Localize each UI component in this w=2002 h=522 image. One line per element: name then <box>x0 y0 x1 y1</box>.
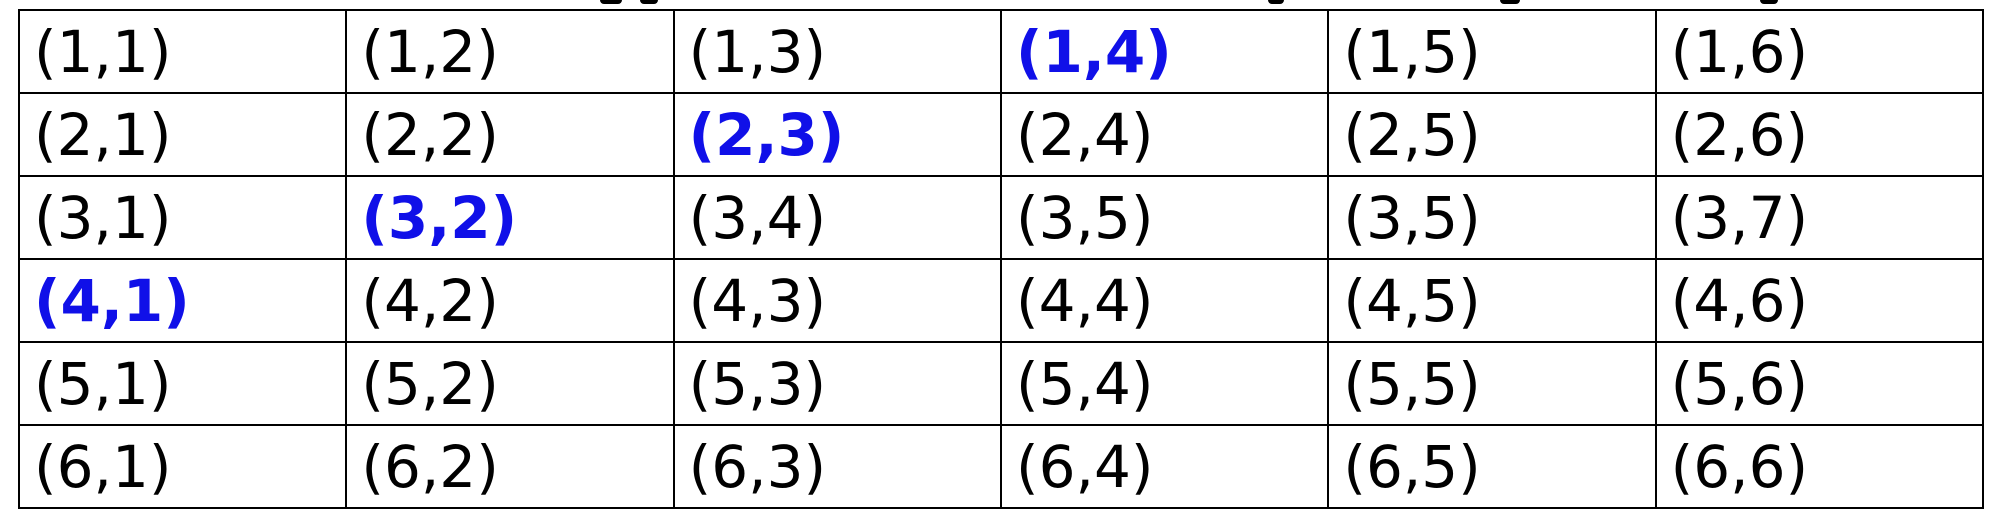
table-row: (5,1) (5,2) (5,3) (5,4) (5,5) (5,6) <box>17 341 1985 426</box>
table-cell: (1,3) <box>672 9 1002 94</box>
table-cell: (4,3) <box>672 258 1002 343</box>
table-cell: (3,7) <box>1654 175 1985 260</box>
table-cell: (5,1) <box>17 341 348 426</box>
table-cell: (4,6) <box>1654 258 1985 343</box>
table-row: (6,1) (6,2) (6,3) (6,4) (6,5) (6,6) <box>17 424 1985 509</box>
table-cell: (1,5) <box>1327 9 1657 94</box>
table-cell: (4,4) <box>999 258 1330 343</box>
table-cell: (2,6) <box>1654 92 1985 177</box>
table-row: (2,1) (2,2) (2,3) (2,4) (2,5) (2,6) <box>17 92 1985 177</box>
table-cell: (1,1) <box>17 9 348 94</box>
table-cell: (2,2) <box>345 92 675 177</box>
table-cell: (6,3) <box>672 424 1002 509</box>
table-cell: (6,4) <box>999 424 1330 509</box>
table-cell: (5,3) <box>672 341 1002 426</box>
table-row: (1,1) (1,2) (1,3) (1,4) (1,5) (1,6) <box>17 9 1985 94</box>
table-cell: (2,1) <box>17 92 348 177</box>
table-cell: (5,5) <box>1327 341 1657 426</box>
table-cell: (5,2) <box>345 341 675 426</box>
table-cell: (3,4) <box>672 175 1002 260</box>
table-cell: (3,5) <box>999 175 1330 260</box>
highlighted-table-cell: (1,4) <box>999 9 1330 94</box>
table-cell: (2,5) <box>1327 92 1657 177</box>
table-cell: (1,6) <box>1654 9 1985 94</box>
highlighted-table-cell: (2,3) <box>672 92 1002 177</box>
table-row: (4,1) (4,2) (4,3) (4,4) (4,5) (4,6) <box>17 258 1985 343</box>
table-cell: (3,1) <box>17 175 348 260</box>
highlighted-table-cell: (3,2) <box>345 175 675 260</box>
table-cell: (4,2) <box>345 258 675 343</box>
coordinate-grid-table: (1,1) (1,2) (1,3) (1,4) (1,5) (1,6) (2,1… <box>17 9 1985 509</box>
table-cell: (6,5) <box>1327 424 1657 509</box>
table-cell: (6,1) <box>17 424 348 509</box>
table-cell: (1,2) <box>345 9 675 94</box>
table-cell: (5,6) <box>1654 341 1985 426</box>
cropped-text-above <box>0 0 2002 5</box>
table-cell: (4,5) <box>1327 258 1657 343</box>
table-cell: (2,4) <box>999 92 1330 177</box>
table-cell: (3,5) <box>1327 175 1657 260</box>
highlighted-table-cell: (4,1) <box>17 258 348 343</box>
table-cell: (5,4) <box>999 341 1330 426</box>
table-cell: (6,2) <box>345 424 675 509</box>
table-cell: (6,6) <box>1654 424 1985 509</box>
table-row: (3,1) (3,2) (3,4) (3,5) (3,5) (3,7) <box>17 175 1985 260</box>
